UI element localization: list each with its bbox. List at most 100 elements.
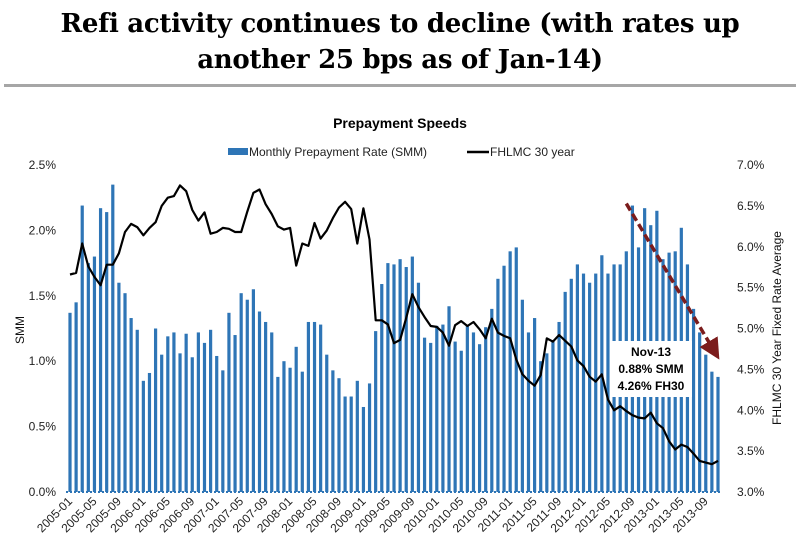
smm-bar xyxy=(569,278,573,492)
smm-bar xyxy=(459,350,463,492)
smm-bar xyxy=(68,312,72,492)
smm-bar xyxy=(551,341,555,492)
chart-title: Prepayment Speeds xyxy=(333,115,467,131)
smm-bar xyxy=(306,321,311,492)
smm-bar xyxy=(80,205,84,492)
smm-bar xyxy=(325,354,329,492)
smm-bar xyxy=(606,273,610,492)
smm-bar xyxy=(294,346,298,492)
smm-bar xyxy=(153,328,158,492)
smm-bar xyxy=(215,355,219,492)
smm-bar xyxy=(257,311,262,492)
smm-bar xyxy=(160,354,164,492)
smm-bar xyxy=(496,278,500,492)
smm-bar xyxy=(270,332,274,492)
legend: Monthly Prepayment Rate (SMM) FHLMC 30 y… xyxy=(228,145,575,159)
y-axis-right: 3.0% 3.5% 4.0% 4.5% 5.0% 5.5% 6.0% 6.5% 7.0% xyxy=(737,158,765,499)
smm-bar xyxy=(221,370,225,492)
fhlmc-line-path xyxy=(69,184,719,466)
smm-bar xyxy=(184,333,188,492)
smm-bar xyxy=(453,341,457,492)
smm-bar xyxy=(526,332,531,492)
smm-bar xyxy=(361,406,366,492)
headline-line-2: another 25 bps as of Jan-14) xyxy=(197,45,603,75)
smm-bar xyxy=(533,318,537,492)
smm-bar xyxy=(300,371,304,492)
smm-bar xyxy=(435,325,439,492)
smm-bar xyxy=(557,321,561,492)
y-tick-right: 3.0% xyxy=(737,485,765,499)
smm-bar xyxy=(239,293,243,492)
smm-bar xyxy=(264,321,268,492)
smm-bar xyxy=(105,212,109,492)
smm-bar xyxy=(343,396,347,492)
y-tick-right: 7.0% xyxy=(737,158,765,172)
smm-bar xyxy=(209,329,213,492)
smm-bar xyxy=(129,318,133,492)
smm-bar xyxy=(141,380,145,492)
smm-bar xyxy=(465,325,469,492)
smm-bar xyxy=(190,357,194,492)
smm-bar xyxy=(429,342,433,492)
y-tick-right: 6.0% xyxy=(737,240,765,254)
smm-bar xyxy=(520,299,524,492)
smm-bar xyxy=(233,335,237,492)
smm-bar xyxy=(594,273,598,492)
smm-bar xyxy=(92,256,97,492)
annotation-line-3: 4.26% FH30 xyxy=(618,379,685,393)
smm-bar xyxy=(337,378,341,492)
smm-bar xyxy=(147,372,152,492)
smm-bar xyxy=(471,332,476,492)
y-tick-left: 2.5% xyxy=(29,158,57,172)
smm-bar xyxy=(392,264,396,492)
smm-bar xyxy=(502,265,506,492)
y-axis-label-left: SMM xyxy=(13,316,27,344)
smm-bar xyxy=(575,264,579,492)
smm-bar xyxy=(563,291,567,492)
smm-bar xyxy=(98,208,103,492)
y-tick-right: 4.5% xyxy=(737,362,765,376)
legend-label-smm: Monthly Prepayment Rate (SMM) xyxy=(249,145,427,159)
y-tick-left: 2.0% xyxy=(29,223,57,237)
smm-bar xyxy=(716,376,720,492)
smm-bar xyxy=(581,273,586,492)
smm-bar xyxy=(514,247,518,492)
trend-arrow xyxy=(624,202,720,360)
headline: Refi activity continues to decline (with… xyxy=(0,6,800,78)
y-tick-right: 5.5% xyxy=(737,281,765,295)
smm-bar xyxy=(374,331,378,492)
legend-label-fhlmc: FHLMC 30 year xyxy=(490,145,575,159)
smm-bar xyxy=(202,342,207,492)
annotation-line-1: Nov-13 xyxy=(631,345,671,359)
smm-bar xyxy=(490,308,494,492)
smm-bar xyxy=(172,332,176,492)
y-axis-label-right: FHLMC 30 Year Fixed Rate Average xyxy=(770,231,784,425)
smm-bar xyxy=(227,312,231,492)
y-tick-right: 5.0% xyxy=(737,322,765,336)
smm-bar xyxy=(367,383,372,492)
smm-bar xyxy=(477,344,482,492)
annotation-line-2: 0.88% SMM xyxy=(618,362,683,376)
smm-bar xyxy=(245,299,249,492)
smm-bar xyxy=(196,332,200,492)
smm-bar xyxy=(276,376,280,492)
y-tick-right: 3.5% xyxy=(737,444,765,458)
smm-bar xyxy=(710,371,714,492)
y-tick-right: 4.0% xyxy=(737,403,765,417)
trend-arrow-line xyxy=(624,202,720,360)
smm-bar xyxy=(588,282,592,492)
smm-bar xyxy=(484,327,488,492)
smm-bar xyxy=(704,354,708,492)
smm-bar xyxy=(422,337,427,492)
smm-bar xyxy=(416,282,421,492)
annotation-callout: Nov-13 0.88% SMM 4.26% FH30 xyxy=(610,341,692,397)
legend-swatch-smm xyxy=(228,148,248,155)
smm-bar xyxy=(117,282,121,492)
smm-bar xyxy=(282,361,286,492)
smm-bar xyxy=(251,289,255,492)
smm-bar xyxy=(398,259,402,492)
headline-line-1: Refi activity continues to decline (with… xyxy=(60,9,740,39)
annotation-box xyxy=(610,341,692,397)
y-tick-right: 6.5% xyxy=(737,199,765,213)
